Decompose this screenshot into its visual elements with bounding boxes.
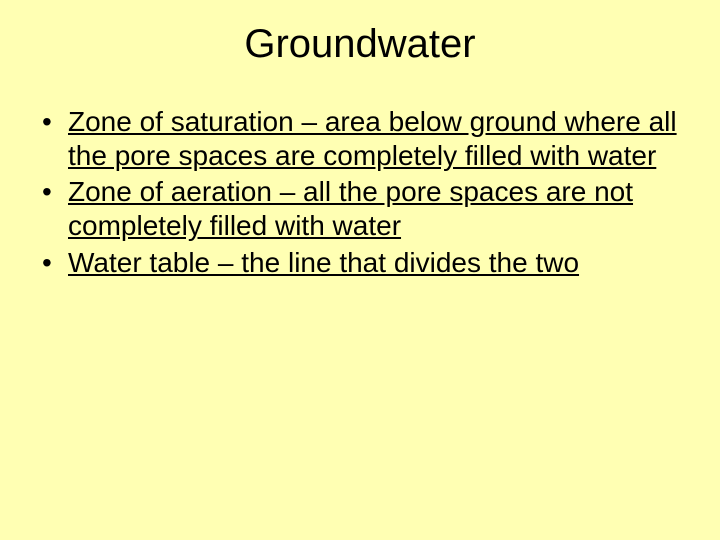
- list-item: Zone of saturation – area below ground w…: [40, 105, 680, 173]
- slide-body: Zone of saturation – area below ground w…: [0, 77, 720, 280]
- list-item: Water table – the line that divides the …: [40, 246, 680, 280]
- list-item: Zone of aeration – all the pore spaces a…: [40, 175, 680, 243]
- slide-title: Groundwater: [0, 0, 720, 77]
- slide: Groundwater Zone of saturation – area be…: [0, 0, 720, 540]
- bullet-list: Zone of saturation – area below ground w…: [40, 105, 680, 280]
